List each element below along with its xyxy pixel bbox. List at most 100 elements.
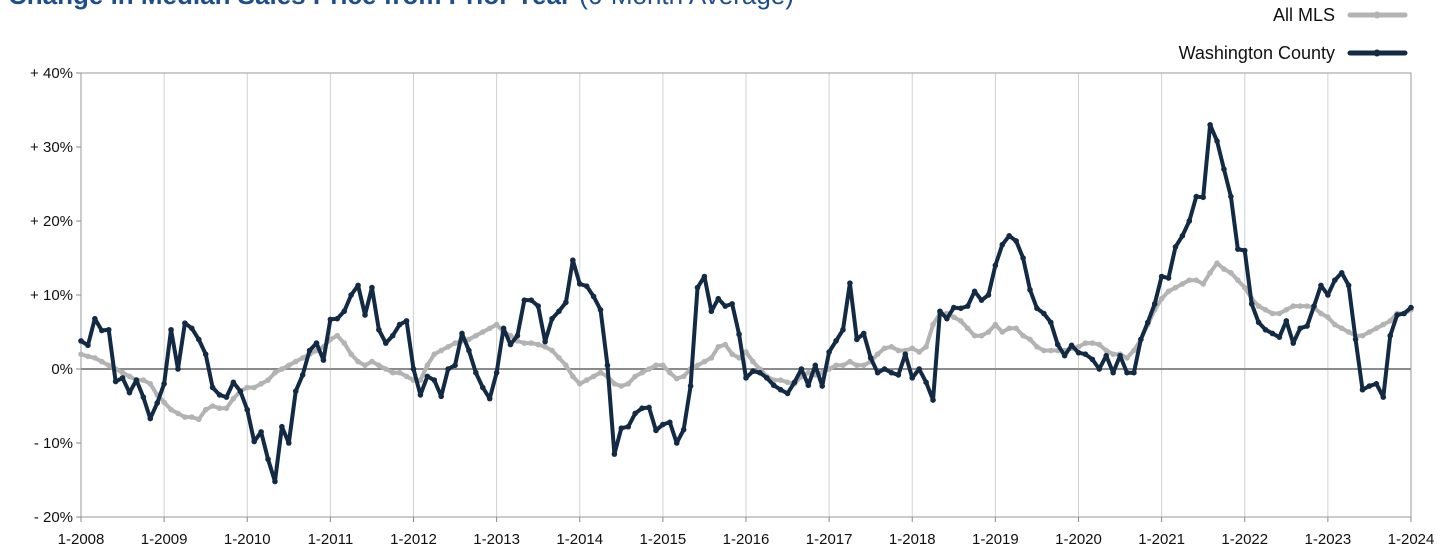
point xyxy=(189,325,195,332)
point xyxy=(1200,194,1206,201)
point xyxy=(389,332,396,339)
point xyxy=(424,362,431,369)
point xyxy=(161,399,167,406)
point xyxy=(251,384,257,391)
point xyxy=(1089,340,1096,346)
point xyxy=(916,366,922,372)
point xyxy=(881,366,888,372)
point xyxy=(999,329,1006,335)
point xyxy=(833,362,839,369)
point xyxy=(292,388,299,395)
point xyxy=(147,381,154,387)
point xyxy=(812,362,819,369)
point xyxy=(1366,383,1373,389)
point xyxy=(1165,275,1172,281)
point xyxy=(1172,244,1179,250)
point xyxy=(1214,138,1220,144)
point xyxy=(85,353,91,360)
point xyxy=(1221,166,1227,172)
point xyxy=(1373,325,1380,332)
point xyxy=(98,358,105,365)
point xyxy=(667,369,673,376)
point xyxy=(576,281,583,287)
point xyxy=(1325,292,1331,298)
point xyxy=(1235,246,1241,252)
point xyxy=(563,299,569,306)
point xyxy=(791,379,798,386)
point xyxy=(805,369,812,376)
point xyxy=(1269,330,1276,337)
point xyxy=(1047,319,1054,326)
point xyxy=(1082,351,1089,358)
point xyxy=(466,336,472,343)
point xyxy=(133,377,140,383)
point xyxy=(1262,307,1269,313)
point xyxy=(202,406,209,413)
point xyxy=(223,394,230,400)
point xyxy=(216,405,223,412)
point xyxy=(874,369,881,376)
point xyxy=(888,344,895,350)
point xyxy=(105,362,112,369)
point xyxy=(708,308,715,315)
y-tick-label: + 10% xyxy=(30,287,73,304)
point xyxy=(98,327,105,334)
point xyxy=(382,340,389,346)
point xyxy=(1041,310,1047,317)
point xyxy=(743,349,749,355)
point xyxy=(660,362,666,369)
point xyxy=(1054,341,1061,348)
point xyxy=(1318,310,1324,317)
x-tick-label: 1-2013 xyxy=(473,531,520,548)
point xyxy=(493,369,500,376)
point xyxy=(334,315,341,322)
point xyxy=(729,351,735,358)
point xyxy=(1110,369,1116,376)
point xyxy=(618,383,625,389)
point xyxy=(355,358,361,365)
point xyxy=(78,351,84,358)
point xyxy=(251,438,257,445)
point xyxy=(673,440,680,446)
point xyxy=(535,341,541,348)
y-tick-label: + 40% xyxy=(30,65,73,82)
x-tick-label: 1-2019 xyxy=(972,531,1019,548)
point xyxy=(625,381,632,387)
point xyxy=(265,377,271,383)
point xyxy=(1193,193,1200,200)
point xyxy=(1075,349,1082,356)
point xyxy=(736,331,742,338)
x-tick-label: 1-2018 xyxy=(889,531,936,548)
point xyxy=(1124,369,1130,376)
point xyxy=(722,341,729,348)
point xyxy=(1255,319,1262,326)
point xyxy=(493,321,500,328)
point xyxy=(653,362,659,369)
point xyxy=(992,321,999,328)
point xyxy=(978,297,985,303)
point xyxy=(1047,347,1054,354)
point xyxy=(930,321,936,328)
point xyxy=(750,358,756,365)
point xyxy=(618,425,625,432)
point xyxy=(105,326,112,333)
point xyxy=(175,410,181,417)
point xyxy=(507,341,514,348)
point xyxy=(279,366,285,372)
point xyxy=(1061,352,1068,359)
point xyxy=(272,369,278,376)
point xyxy=(1214,260,1220,266)
point xyxy=(92,315,98,322)
point xyxy=(985,329,992,335)
point xyxy=(1207,122,1213,128)
point xyxy=(1352,336,1359,343)
point xyxy=(1290,340,1297,346)
point xyxy=(937,308,943,315)
point xyxy=(1131,369,1137,376)
point xyxy=(286,362,292,369)
point xyxy=(85,342,91,349)
point xyxy=(1103,352,1110,359)
point xyxy=(611,451,618,457)
point xyxy=(680,373,687,380)
point xyxy=(1006,233,1013,239)
